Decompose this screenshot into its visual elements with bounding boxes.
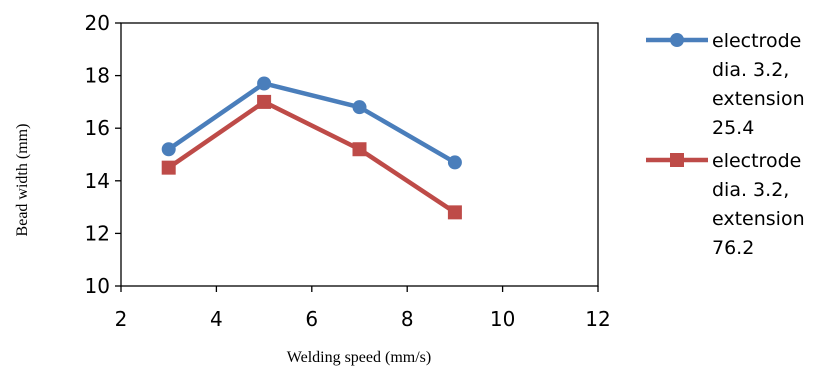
y-tick-label: 16 — [85, 116, 110, 140]
series-1-line — [166, 81, 458, 165]
y-tick-label: 20 — [85, 11, 110, 35]
series-2-point — [257, 94, 272, 109]
x-tick-label: 6 — [305, 307, 318, 331]
y-axis-title: Bead width (mm) — [14, 124, 31, 237]
series-1-point — [257, 76, 272, 91]
legend-label-line: 25.4 — [712, 117, 754, 139]
y-tick-label: 12 — [85, 221, 110, 245]
legend-label-line: extension — [712, 208, 805, 230]
x-tick-label: 4 — [210, 307, 223, 331]
x-axis-ticks: 2 4 6 8 10 12 — [115, 286, 611, 331]
x-tick-label: 12 — [585, 307, 610, 331]
legend-label-line: dia. 3.2, — [712, 59, 789, 81]
series-2-line — [166, 99, 458, 215]
x-tick-label: 10 — [490, 307, 515, 331]
legend-label-line: extension — [712, 88, 805, 110]
legend-label-line: electrode — [712, 150, 801, 172]
x-tick-label: 2 — [115, 307, 128, 331]
series-1-point — [447, 155, 462, 170]
x-tick-label: 8 — [401, 307, 414, 331]
legend-label-line: dia. 3.2, — [712, 179, 789, 201]
plot-border — [120, 22, 599, 287]
series-1-point — [161, 142, 176, 157]
legend-item-1: electrode dia. 3.2, extension 25.4 — [646, 30, 805, 139]
series-1-point — [352, 100, 367, 115]
legend-label-line: 76.2 — [712, 237, 754, 259]
series-2 — [161, 94, 462, 220]
series-2-point — [352, 142, 367, 157]
series-2-point — [447, 205, 462, 220]
legend-swatch-marker — [670, 33, 684, 47]
y-tick-label: 10 — [85, 274, 110, 298]
x-axis-title: Welding speed (mm/s) — [287, 349, 431, 366]
y-tick-label: 18 — [85, 64, 110, 88]
legend-item-2: electrode dia. 3.2, extension 76.2 — [646, 150, 805, 259]
y-tick-label: 14 — [85, 169, 110, 193]
series-layer — [161, 76, 462, 220]
legend-swatch-marker — [670, 153, 684, 167]
plot-area — [120, 22, 599, 287]
legend-label-line: electrode — [712, 30, 801, 52]
y-axis-ticks: 10 12 14 16 18 20 — [85, 11, 121, 298]
series-2-point — [161, 160, 176, 175]
series-1 — [161, 76, 462, 170]
